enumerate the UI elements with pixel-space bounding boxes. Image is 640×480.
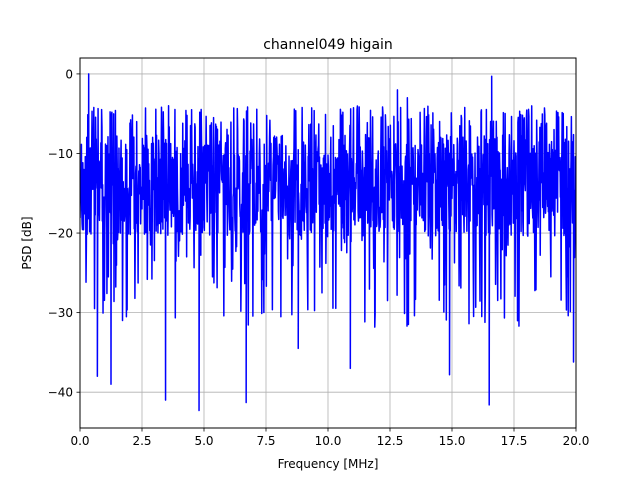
x-tick-label: 12.5 bbox=[377, 434, 404, 448]
x-tick-label: 2.5 bbox=[132, 434, 151, 448]
x-tick-label: 10.0 bbox=[315, 434, 342, 448]
psd-series-line bbox=[80, 73, 576, 412]
chart-title: channel049 higain bbox=[263, 37, 393, 53]
y-tick-label: −10 bbox=[48, 147, 73, 161]
x-tick-label: 7.5 bbox=[256, 434, 275, 448]
y-tick-label: −40 bbox=[48, 386, 73, 400]
y-tick-label: −30 bbox=[48, 306, 73, 320]
x-axis-label: Frequency [MHz] bbox=[278, 457, 379, 471]
x-tick-label: 17.5 bbox=[501, 434, 528, 448]
ticks: 0.0 2.5 5.0 7.5 10.0 12.5 15.0 17.5 20.0 0 −10 −20 −… bbox=[48, 67, 590, 448]
y-tick-label: 0 bbox=[65, 67, 73, 81]
x-tick-label: 20.0 bbox=[563, 434, 590, 448]
y-axis-label: PSD [dB] bbox=[20, 216, 34, 269]
x-tick-label: 5.0 bbox=[194, 434, 213, 448]
x-tick-label: 0.0 bbox=[70, 434, 89, 448]
x-tick-label: 15.0 bbox=[439, 434, 466, 448]
series-layer bbox=[80, 73, 576, 412]
y-tick-label: −20 bbox=[48, 227, 73, 241]
